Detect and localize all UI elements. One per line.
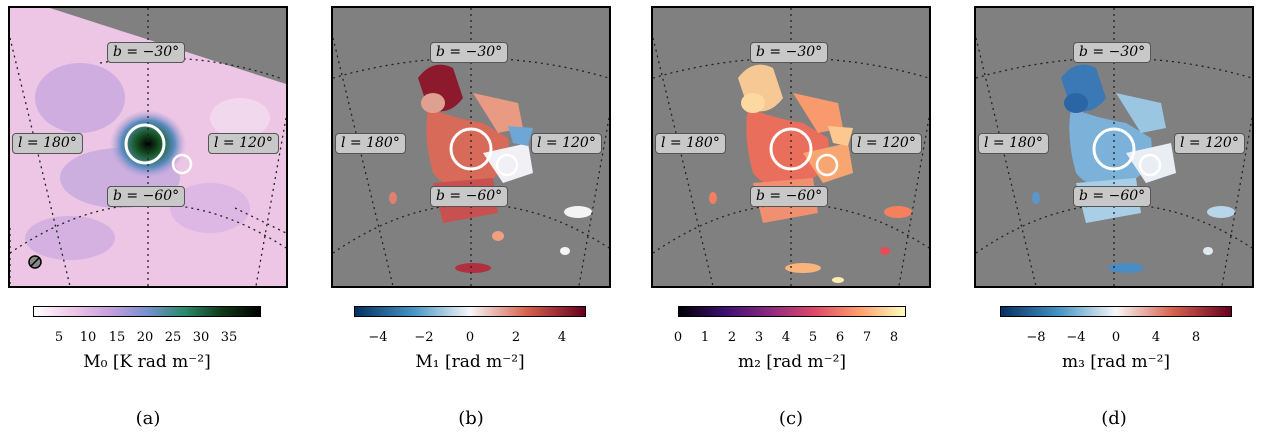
colorbar-tick: 0 bbox=[674, 330, 682, 345]
longitude-label-left: l = 180° bbox=[335, 133, 406, 154]
longitude-label-right: l = 120° bbox=[208, 133, 279, 154]
longitude-label-left: l = 180° bbox=[655, 133, 726, 154]
colorbar-tick: 1 bbox=[701, 330, 709, 345]
colorbar-label-m3: m₃ [rad m⁻²] bbox=[1000, 352, 1232, 372]
map-panel-d: b = −30° l = 180° l = 120° b = −60° bbox=[974, 6, 1254, 288]
colorbar-tick: −4 bbox=[1066, 330, 1085, 345]
colorbar-tick: 2 bbox=[512, 330, 520, 345]
latitude-label-top: b = −30° bbox=[1073, 42, 1151, 63]
colorbar-tick: −8 bbox=[1026, 330, 1045, 345]
caption-a: (a) bbox=[8, 408, 288, 429]
longitude-label-left: l = 180° bbox=[978, 133, 1049, 154]
colorbar-m1 bbox=[354, 306, 586, 317]
latitude-label-top: b = −30° bbox=[107, 42, 185, 63]
colorbar-tick: 30 bbox=[193, 330, 210, 345]
longitude-label-right: l = 120° bbox=[1174, 133, 1245, 154]
colorbar-tick: 8 bbox=[1192, 330, 1200, 345]
caption-d: (d) bbox=[974, 408, 1254, 429]
colorbar-label-m0: M₀ [K rad m⁻²] bbox=[33, 352, 261, 372]
colorbar-tick: 25 bbox=[165, 330, 182, 345]
colorbar-ticks-m3: −8 −4 0 4 8 bbox=[1000, 330, 1232, 346]
longitude-label-left: l = 180° bbox=[12, 133, 83, 154]
colorbar-m3 bbox=[1000, 306, 1232, 317]
map-panel-c: b = −30° l = 180° l = 120° b = −60° bbox=[651, 6, 931, 288]
colorbar-m0 bbox=[33, 306, 261, 317]
colorbar-label-m1: M₁ [rad m⁻²] bbox=[354, 352, 586, 372]
colorbar-ticks-m2: 0 1 2 3 4 5 6 7 8 bbox=[678, 330, 906, 346]
caption-c: (c) bbox=[651, 408, 931, 429]
colorbar-tick: 35 bbox=[221, 330, 238, 345]
colorbar-ticks-m0: 5 10 15 20 25 30 35 bbox=[33, 330, 261, 346]
map-panel-b: b = −30° l = 180° l = 120° b = −60° bbox=[331, 6, 611, 288]
colorbar-tick: 4 bbox=[558, 330, 566, 345]
longitude-label-right: l = 120° bbox=[851, 133, 922, 154]
colorbar-tick: 4 bbox=[782, 330, 790, 345]
longitude-label-right: l = 120° bbox=[531, 133, 602, 154]
colorbar-m2 bbox=[678, 306, 906, 317]
colorbar-ticks-m1: −4 −2 0 2 4 bbox=[354, 330, 586, 346]
latitude-label-bottom: b = −60° bbox=[750, 186, 828, 207]
latitude-label-bottom: b = −60° bbox=[430, 186, 508, 207]
colorbar-tick: 15 bbox=[109, 330, 126, 345]
map-panel-a: b = −30° l = 180° l = 120° b = −60° bbox=[8, 6, 288, 288]
latitude-label-bottom: b = −60° bbox=[107, 186, 185, 207]
colorbar-tick: 4 bbox=[1152, 330, 1160, 345]
colorbar-tick: −2 bbox=[414, 330, 433, 345]
colorbar-tick: 8 bbox=[890, 330, 898, 345]
colorbar-tick: 7 bbox=[863, 330, 871, 345]
latitude-label-bottom: b = −60° bbox=[1073, 186, 1151, 207]
colorbar-tick: −4 bbox=[368, 330, 387, 345]
colorbar-tick: 2 bbox=[728, 330, 736, 345]
colorbar-tick: 5 bbox=[55, 330, 63, 345]
colorbar-tick: 0 bbox=[466, 330, 474, 345]
caption-b: (b) bbox=[331, 408, 611, 429]
colorbar-tick: 3 bbox=[755, 330, 763, 345]
latitude-label-top: b = −30° bbox=[750, 42, 828, 63]
colorbar-tick: 10 bbox=[80, 330, 97, 345]
latitude-label-top: b = −30° bbox=[430, 42, 508, 63]
colorbar-tick: 6 bbox=[836, 330, 844, 345]
colorbar-label-m2: m₂ [rad m⁻²] bbox=[678, 352, 906, 372]
colorbar-tick: 5 bbox=[809, 330, 817, 345]
colorbar-tick: 0 bbox=[1112, 330, 1120, 345]
colorbar-tick: 20 bbox=[137, 330, 154, 345]
